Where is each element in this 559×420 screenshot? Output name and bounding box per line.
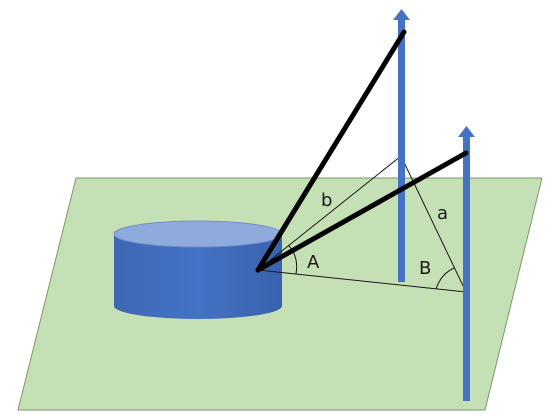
label-side-a: a xyxy=(437,203,448,224)
cylinder xyxy=(113,220,283,319)
line-a xyxy=(400,155,467,293)
line-b xyxy=(257,155,402,271)
pole-left xyxy=(393,9,410,282)
construction-lines xyxy=(257,155,467,293)
label-angle-A: A xyxy=(307,252,320,273)
arrow-up-icon xyxy=(393,9,410,20)
pole-right xyxy=(458,126,475,401)
thick-line-upper xyxy=(255,29,407,273)
label-side-b: b xyxy=(321,190,332,211)
thick-lines xyxy=(255,29,469,273)
label-angle-B: B xyxy=(419,258,431,279)
pole-right-shaft xyxy=(463,137,470,401)
thick-line-lower xyxy=(255,150,469,273)
cylinder-body xyxy=(114,234,282,319)
angle-arcs xyxy=(287,244,455,290)
arrow-up-icon xyxy=(458,126,475,137)
angle-arc-A xyxy=(287,244,298,275)
cylinder-top xyxy=(113,220,283,248)
angle-arc-B xyxy=(435,267,455,290)
line-base xyxy=(257,269,467,293)
pole-left-shaft xyxy=(398,20,405,282)
